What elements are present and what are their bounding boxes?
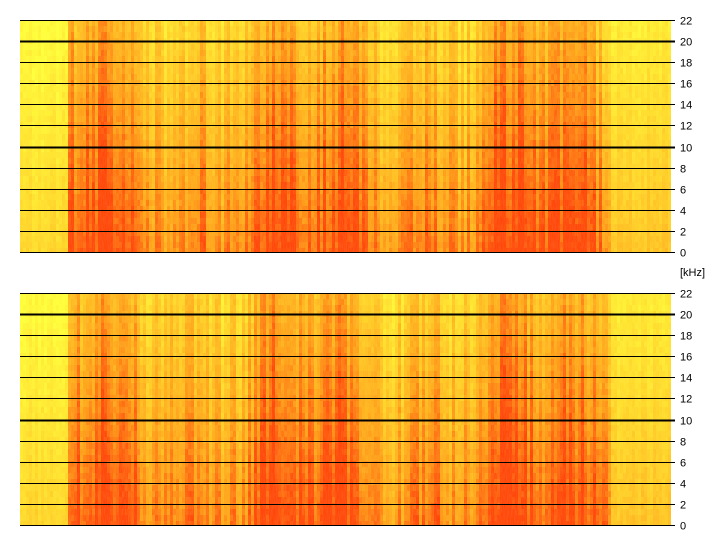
- spectrogram-panel-top: 0246810121416182022: [20, 16, 692, 260]
